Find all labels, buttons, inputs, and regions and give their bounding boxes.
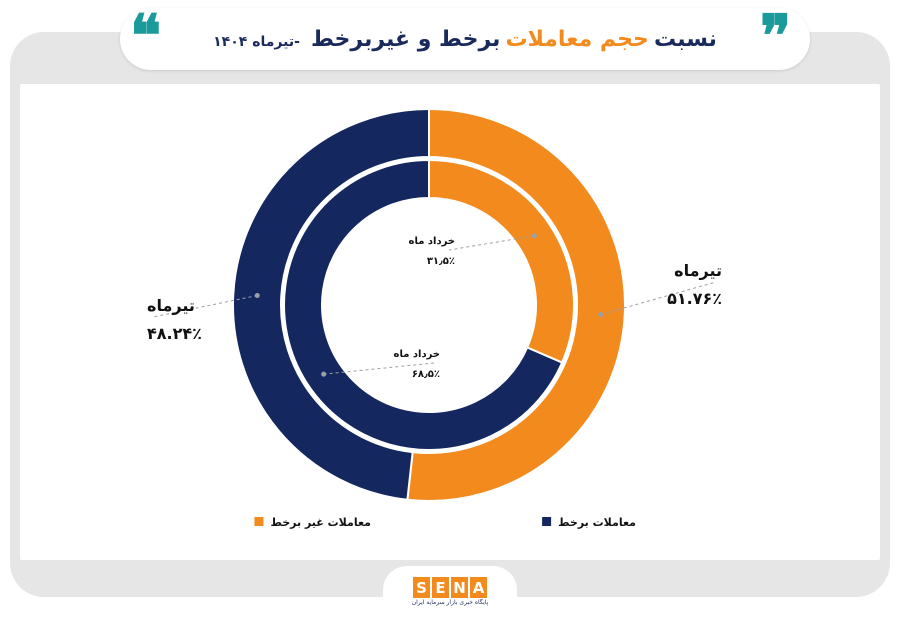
logo-tagline: پایگاه خبری بازار سرمایه ایران: [411, 599, 489, 606]
outer-offline-label-leader-line: [600, 281, 717, 315]
logo-letter-s: S: [413, 577, 430, 598]
outer-offline-label-period-label: تیرماه: [674, 261, 722, 280]
outer-online-label-value-label: ۴۸.۲۴٪: [147, 324, 202, 343]
title-accent: حجم معاملات: [505, 27, 649, 52]
title-part2: برخط و غیربرخط: [310, 27, 501, 52]
inner-online-label-value-label: ۶۸٫۵٪: [412, 369, 440, 380]
outer-offline-label-leader-dot: [598, 312, 604, 318]
logo-letter-n: N: [451, 577, 468, 598]
outer-online-label-period-label: تیرماه: [147, 296, 195, 315]
inner-offline-label-leader-dot: [531, 233, 537, 239]
sena-logo: S E N A: [413, 577, 487, 598]
legend-label-1: معاملات برخط: [558, 516, 636, 529]
close-quote-icon: ❞: [760, 2, 792, 70]
inner-offline-label-period-label: خرداد ماه: [409, 236, 455, 247]
open-quote-icon: ❝: [130, 2, 162, 70]
ring1-slice-1: [282, 158, 564, 451]
ring0-slice-1: [232, 107, 430, 501]
logo-letter-a: A: [470, 577, 487, 598]
inner-offline-label-value-label: ۳۱٫۵٪: [427, 256, 455, 267]
legend-swatch-1: [542, 517, 552, 526]
legend-label-0: معاملات غیر برخط: [270, 516, 371, 529]
page-title: نسبت حجم معاملات برخط و غیربرخط -تیرماه …: [165, 20, 765, 60]
inner-online-label-leader-dot: [321, 371, 327, 377]
title-part1: نسبت: [653, 27, 717, 52]
title-pill: [120, 8, 810, 70]
inner-online-label-period-label: خرداد ماه: [394, 349, 440, 360]
inner-offline-label-leader-line: [448, 235, 535, 251]
outer-online-label-leader-dot: [254, 292, 260, 298]
legend-swatch-0: [254, 517, 264, 526]
logo-tab: [383, 566, 517, 623]
ring0-slice-0: [406, 107, 626, 502]
logo-letter-e: E: [432, 577, 449, 598]
title-subtitle: -تیرماه ۱۴۰۴: [213, 34, 300, 50]
inner-online-label-leader-line: [323, 362, 435, 375]
outer-offline-label-value-label: ۵۱.۷۶٪: [667, 289, 722, 308]
